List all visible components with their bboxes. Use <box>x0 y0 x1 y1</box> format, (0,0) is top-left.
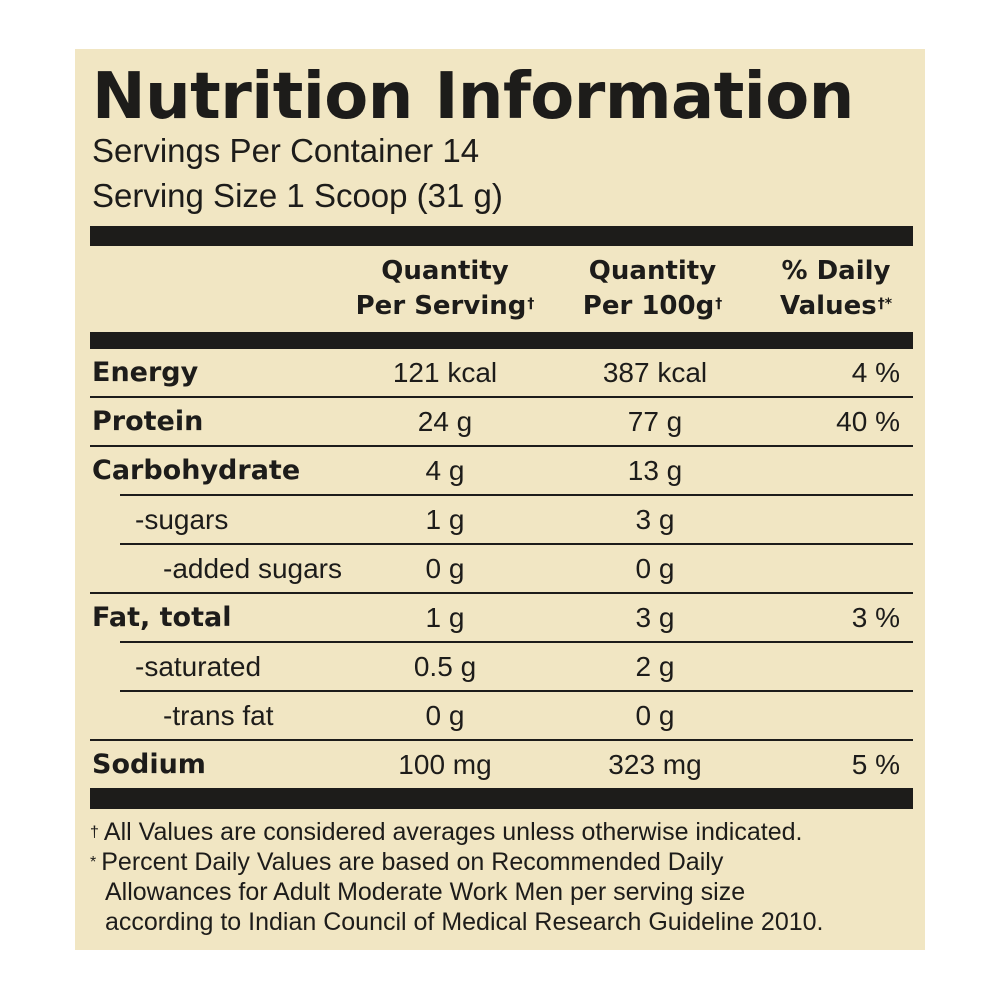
footnote-star-continued: according to Indian Council of Medical R… <box>105 908 824 936</box>
nutrient-name: Sodium <box>92 749 206 780</box>
star-mark: * <box>90 854 97 871</box>
footnote-star: * Percent Daily Values are based on Recom… <box>90 847 920 877</box>
row-divider <box>120 543 913 545</box>
nutrition-label: Nutrition Information Servings Per Conta… <box>75 49 925 950</box>
per-100g-value: 0 g <box>635 700 675 731</box>
nutrient-name: -trans fat <box>163 700 274 731</box>
dagger-mark: † <box>715 296 723 312</box>
nutrient-row-added-sugars: -added sugars 0 g 0 g <box>90 545 913 594</box>
column-header-line: % Daily <box>781 256 891 286</box>
footnote-text: Percent Daily Values are based on Recomm… <box>101 848 724 876</box>
per-serving-value: 100 mg <box>398 749 492 780</box>
per-100g-value: 387 kcal <box>602 357 708 388</box>
nutrient-name: -sugars <box>135 504 229 535</box>
label-title: Nutrition Information <box>92 60 854 134</box>
row-divider <box>90 445 913 447</box>
dagger-star-mark: †* <box>877 296 893 312</box>
nutrient-row-protein: Protein 24 g 77 g 40 % <box>90 398 913 447</box>
nutrient-name: Energy <box>92 357 199 388</box>
nutrient-name: Protein <box>92 406 204 437</box>
dagger-mark: † <box>90 824 99 841</box>
per-100g-value: 2 g <box>635 651 675 682</box>
per-100g-value: 0 g <box>635 553 675 584</box>
footnote-text: All Values are considered averages unles… <box>103 818 803 846</box>
thick-divider-header <box>90 332 913 349</box>
nutrient-row-carbohydrate: Carbohydrate 4 g 13 g <box>90 447 913 496</box>
row-divider <box>90 396 913 398</box>
dagger-mark: † <box>527 296 535 312</box>
nutrient-row-sugars: -sugars 1 g 3 g <box>90 496 913 545</box>
per-100g-value: 3 g <box>635 602 675 633</box>
column-header-line: Values <box>779 291 877 321</box>
row-divider <box>120 494 913 496</box>
column-header-per-serving: Quantity Per Serving† <box>330 254 560 330</box>
per-serving-value: 4 g <box>425 455 465 486</box>
nutrient-row-sodium: Sodium 100 mg 323 mg 5 % <box>90 741 913 790</box>
row-divider <box>120 690 913 692</box>
daily-value: 3 % <box>851 602 900 633</box>
column-header-per-100g: Quantity Per 100g† <box>565 254 740 330</box>
per-serving-value: 1 g <box>425 504 465 535</box>
daily-value: 4 % <box>851 357 900 388</box>
per-serving-value: 121 kcal <box>392 357 498 388</box>
column-header-line: Per 100g <box>582 291 715 321</box>
row-divider <box>120 641 913 643</box>
serving-size: Serving Size 1 Scoop (31 g) <box>92 177 503 214</box>
per-100g-value: 3 g <box>635 504 675 535</box>
nutrient-name: -saturated <box>135 651 262 682</box>
footnote-dagger: † All Values are considered averages unle… <box>90 817 920 847</box>
nutrient-row-trans-fat: -trans fat 0 g 0 g <box>90 692 913 741</box>
nutrient-row-saturated: -saturated 0.5 g 2 g <box>90 643 913 692</box>
nutrient-row-fat-total: Fat, total 1 g 3 g 3 % <box>90 594 913 643</box>
nutrient-name: Carbohydrate <box>92 455 301 486</box>
per-100g-value: 77 g <box>627 406 683 437</box>
per-100g-value: 13 g <box>627 455 683 486</box>
row-divider <box>90 592 913 594</box>
column-header-line: Quantity <box>588 256 717 286</box>
footnotes: † All Values are considered averages unle… <box>90 817 920 937</box>
daily-value: 5 % <box>851 749 900 780</box>
column-header-line: Quantity <box>381 256 509 286</box>
per-serving-value: 0 g <box>425 700 465 731</box>
nutrient-name: -added sugars <box>163 553 343 584</box>
row-divider <box>90 739 913 741</box>
per-serving-value: 0 g <box>425 553 465 584</box>
per-serving-value: 1 g <box>425 602 465 633</box>
thick-divider-top <box>90 226 913 246</box>
daily-value: 40 % <box>836 406 900 437</box>
footnote-star-continued: Allowances for Adult Moderate Work Men p… <box>105 878 746 906</box>
per-serving-value: 24 g <box>417 406 473 437</box>
nutrient-row-energy: Energy 121 kcal 387 kcal 4 % <box>90 349 913 398</box>
per-serving-value: 0.5 g <box>413 651 477 682</box>
column-header-daily-values: % Daily Values†* <box>763 254 909 330</box>
per-100g-value: 323 mg <box>608 749 702 780</box>
column-header-line: Per Serving <box>355 291 527 321</box>
nutrient-name: Fat, total <box>92 602 232 633</box>
servings-per-container: Servings Per Container 14 <box>92 132 480 169</box>
thick-divider-bottom <box>90 788 913 809</box>
